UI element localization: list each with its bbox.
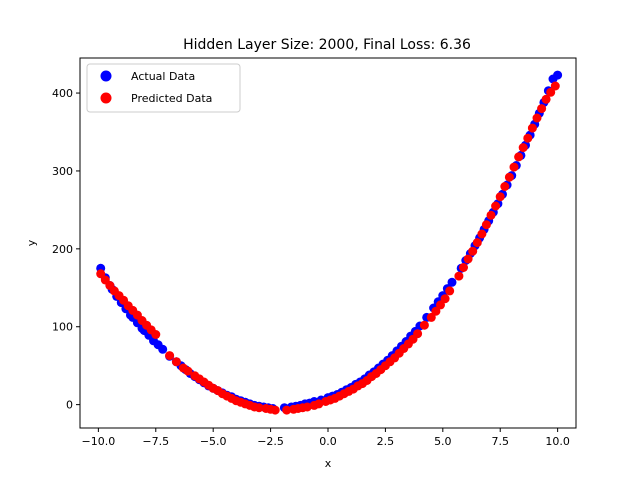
predicted-point: [537, 104, 547, 114]
y-axis-label: y: [25, 239, 38, 246]
actual-point: [158, 344, 168, 354]
y-tick-label: 300: [52, 165, 73, 178]
points-layer: [96, 70, 563, 415]
y-tick-label: 0: [66, 399, 73, 412]
predicted-point: [314, 399, 324, 409]
legend-box: [86, 63, 241, 113]
predicted-point: [282, 405, 292, 415]
predicted-point: [431, 306, 441, 316]
x-tick-label: −10.0: [82, 435, 116, 448]
y-tick-label: 100: [52, 321, 73, 334]
predicted-point: [419, 320, 429, 330]
x-axis: −10.0 −7.5 −5.0 −2.5 0.0 2.5 5.0 7.5 10.0: [82, 428, 570, 448]
predicted-point: [486, 210, 496, 220]
legend: Actual Data Predicted Data: [86, 63, 241, 113]
x-tick-label: 2.5: [377, 435, 395, 448]
predicted-point: [509, 162, 519, 172]
predicted-point: [426, 312, 436, 322]
predicted-point: [541, 94, 551, 104]
predicted-point: [468, 246, 478, 256]
predicted-point: [532, 113, 542, 123]
x-tick-label: 0.0: [319, 435, 337, 448]
predicted-point: [302, 402, 312, 412]
predicted-point: [546, 87, 556, 97]
predicted-point: [463, 254, 473, 264]
legend-label-predicted: Predicted Data: [131, 92, 212, 105]
predicted-point: [436, 300, 445, 310]
predicted-point: [504, 172, 514, 182]
predicted-point: [459, 263, 468, 272]
legend-marker-actual: [100, 70, 112, 82]
legend-label-actual: Actual Data: [131, 70, 195, 83]
predicted-point: [491, 201, 501, 211]
series-predicted: [96, 81, 560, 415]
predicted-point: [151, 330, 161, 339]
predicted-point: [477, 229, 487, 239]
x-tick-label: 5.0: [434, 435, 452, 448]
y-tick-label: 400: [52, 87, 73, 100]
x-tick-label: −5.0: [200, 435, 227, 448]
predicted-point: [183, 366, 193, 376]
legend-marker-predicted: [100, 92, 112, 104]
x-axis-label: x: [325, 457, 332, 470]
actual-point: [447, 277, 457, 287]
actual-point: [553, 70, 563, 80]
predicted-point: [171, 357, 181, 367]
predicted-point: [445, 286, 455, 296]
x-tick-label: 10.0: [545, 435, 570, 448]
predicted-point: [413, 329, 423, 339]
predicted-point: [500, 182, 510, 191]
predicted-point: [518, 143, 528, 153]
predicted-point: [254, 403, 264, 413]
predicted-point: [550, 81, 560, 91]
x-tick-label: 7.5: [491, 435, 509, 448]
predicted-point: [165, 351, 175, 361]
chart-title: Hidden Layer Size: 2000, Final Loss: 6.3…: [183, 37, 471, 53]
predicted-point: [472, 238, 482, 248]
predicted-point: [527, 123, 537, 133]
predicted-point: [514, 152, 524, 162]
predicted-point: [495, 192, 505, 202]
x-tick-label: −2.5: [257, 435, 284, 448]
y-tick-label: 200: [52, 243, 73, 256]
predicted-point: [454, 271, 464, 281]
x-tick-label: −7.5: [142, 435, 169, 448]
predicted-point: [440, 294, 450, 304]
predicted-point: [270, 405, 280, 415]
predicted-point: [481, 220, 491, 230]
predicted-point: [523, 133, 533, 143]
y-axis: 0 100 200 300 400: [52, 87, 80, 412]
predicted-point: [96, 269, 106, 279]
